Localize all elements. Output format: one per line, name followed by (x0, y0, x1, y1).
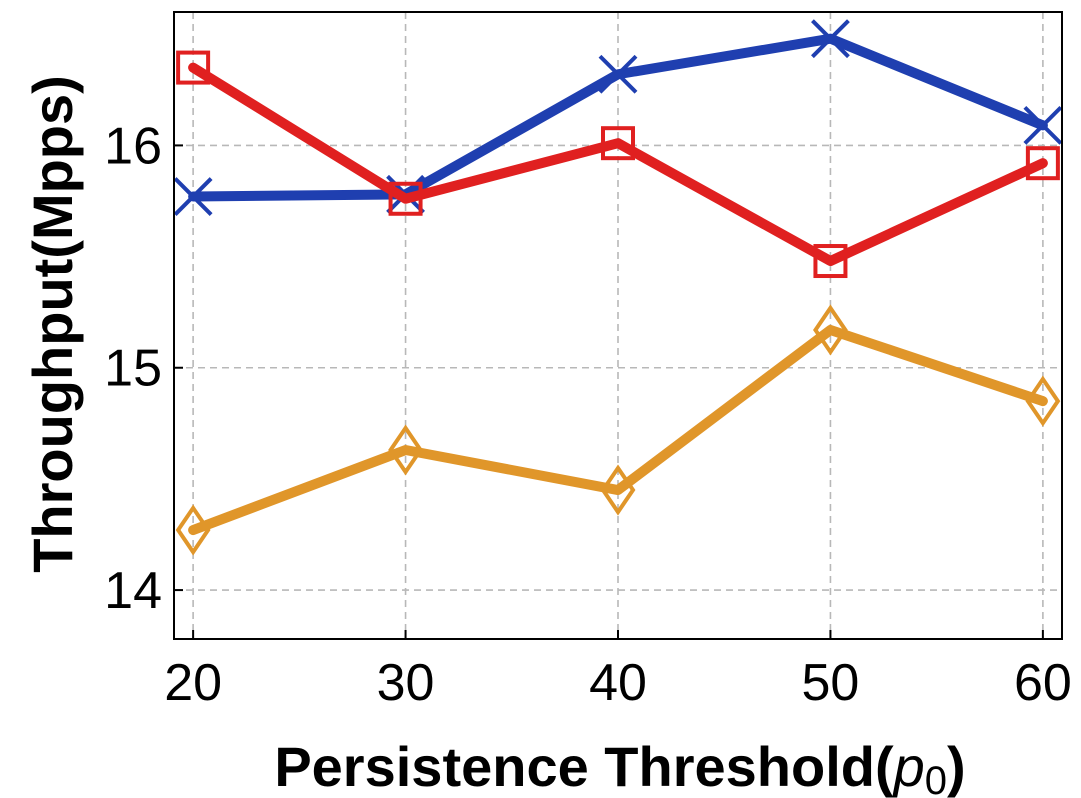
x-axis-title-close: ) (947, 735, 966, 798)
x-axis-title: Persistence Threshold(p0) (274, 735, 965, 798)
data-point-diamond-marker (388, 424, 423, 476)
x-axis-title-symbol: p (892, 735, 925, 798)
y-tick-label: 16 (104, 117, 162, 175)
grid-lines (174, 12, 1062, 639)
data-point-x-marker (173, 177, 213, 216)
series-3 (175, 304, 1061, 556)
data-point-square-marker (176, 50, 211, 85)
series-2 (176, 50, 1060, 279)
y-tick-label: 15 (104, 340, 162, 398)
series-line (188, 62, 1048, 267)
y-tick-labels: 14 15 16 (104, 117, 162, 620)
x-tick-labels: 20 30 40 50 60 (164, 654, 1072, 712)
data-point-x-marker (811, 19, 850, 59)
x-tick-label: 40 (589, 654, 647, 712)
x-axis-title-text: Persistence Threshold( (274, 735, 894, 798)
series-layer (173, 19, 1063, 556)
series-line (188, 324, 1048, 536)
data-point-diamond-marker (1025, 375, 1061, 427)
data-point-square-marker (388, 181, 423, 216)
data-point-square-marker (1025, 146, 1060, 181)
y-tick-label: 14 (104, 562, 162, 620)
data-point-square-marker (813, 244, 848, 279)
data-point-diamond-marker (175, 504, 211, 556)
x-tick-label: 20 (164, 654, 222, 712)
data-point-x-marker (598, 54, 638, 94)
data-point-square-marker (601, 126, 635, 161)
x-axis-title-subscript: 0 (925, 759, 947, 798)
x-tick-label: 50 (802, 654, 860, 712)
data-point-diamond-marker (600, 464, 636, 516)
y-axis-title: Throughput(Mpps) (21, 75, 84, 573)
x-tick-label: 60 (1014, 654, 1072, 712)
tick-marks (174, 144, 1044, 639)
data-point-diamond-marker (813, 304, 848, 356)
x-tick-label: 30 (377, 654, 435, 712)
data-point-x-marker (1023, 105, 1063, 145)
